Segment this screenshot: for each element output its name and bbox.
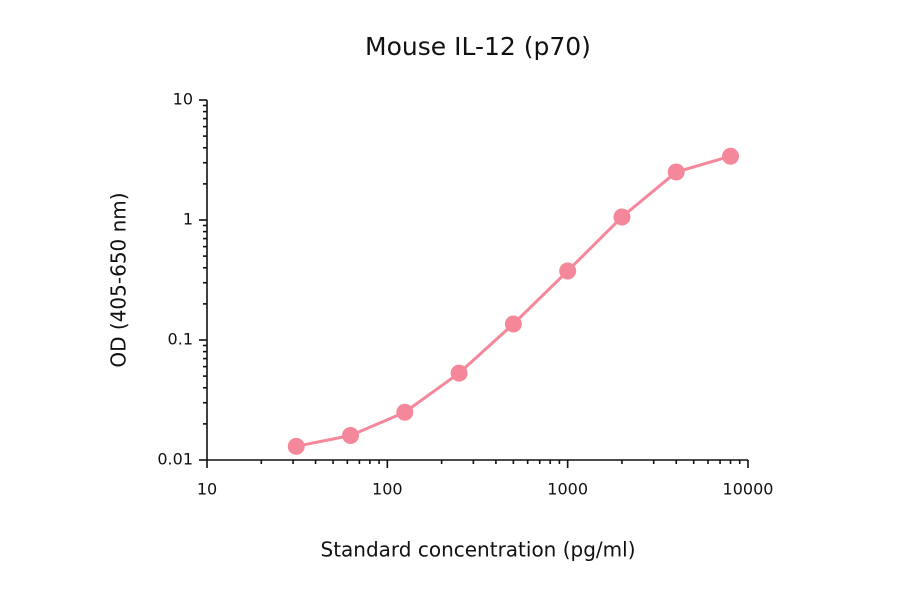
x-tick-label: 1000	[547, 480, 588, 499]
x-tick-label: 10000	[723, 480, 774, 499]
data-point	[504, 315, 522, 333]
data-point	[287, 437, 305, 455]
data-point	[450, 364, 468, 382]
y-axis-label: OD (405-650 nm)	[107, 192, 131, 367]
y-tick-label: 10	[173, 90, 193, 109]
data-point	[342, 427, 360, 445]
chart-title: Mouse IL-12 (p70)	[365, 32, 591, 61]
x-axis-label: Standard concentration (pg/ml)	[321, 538, 636, 562]
y-tick-label: 0.01	[157, 450, 193, 469]
y-tick-label: 0.1	[168, 330, 193, 349]
x-tick-label: 100	[372, 480, 403, 499]
data-point	[667, 163, 685, 181]
x-tick-label: 10	[197, 480, 217, 499]
data-point	[722, 147, 740, 165]
data-point	[559, 262, 577, 280]
y-tick-label: 1	[183, 210, 193, 229]
data-point	[396, 403, 414, 421]
data-point	[613, 208, 631, 226]
series-line	[295, 154, 731, 448]
